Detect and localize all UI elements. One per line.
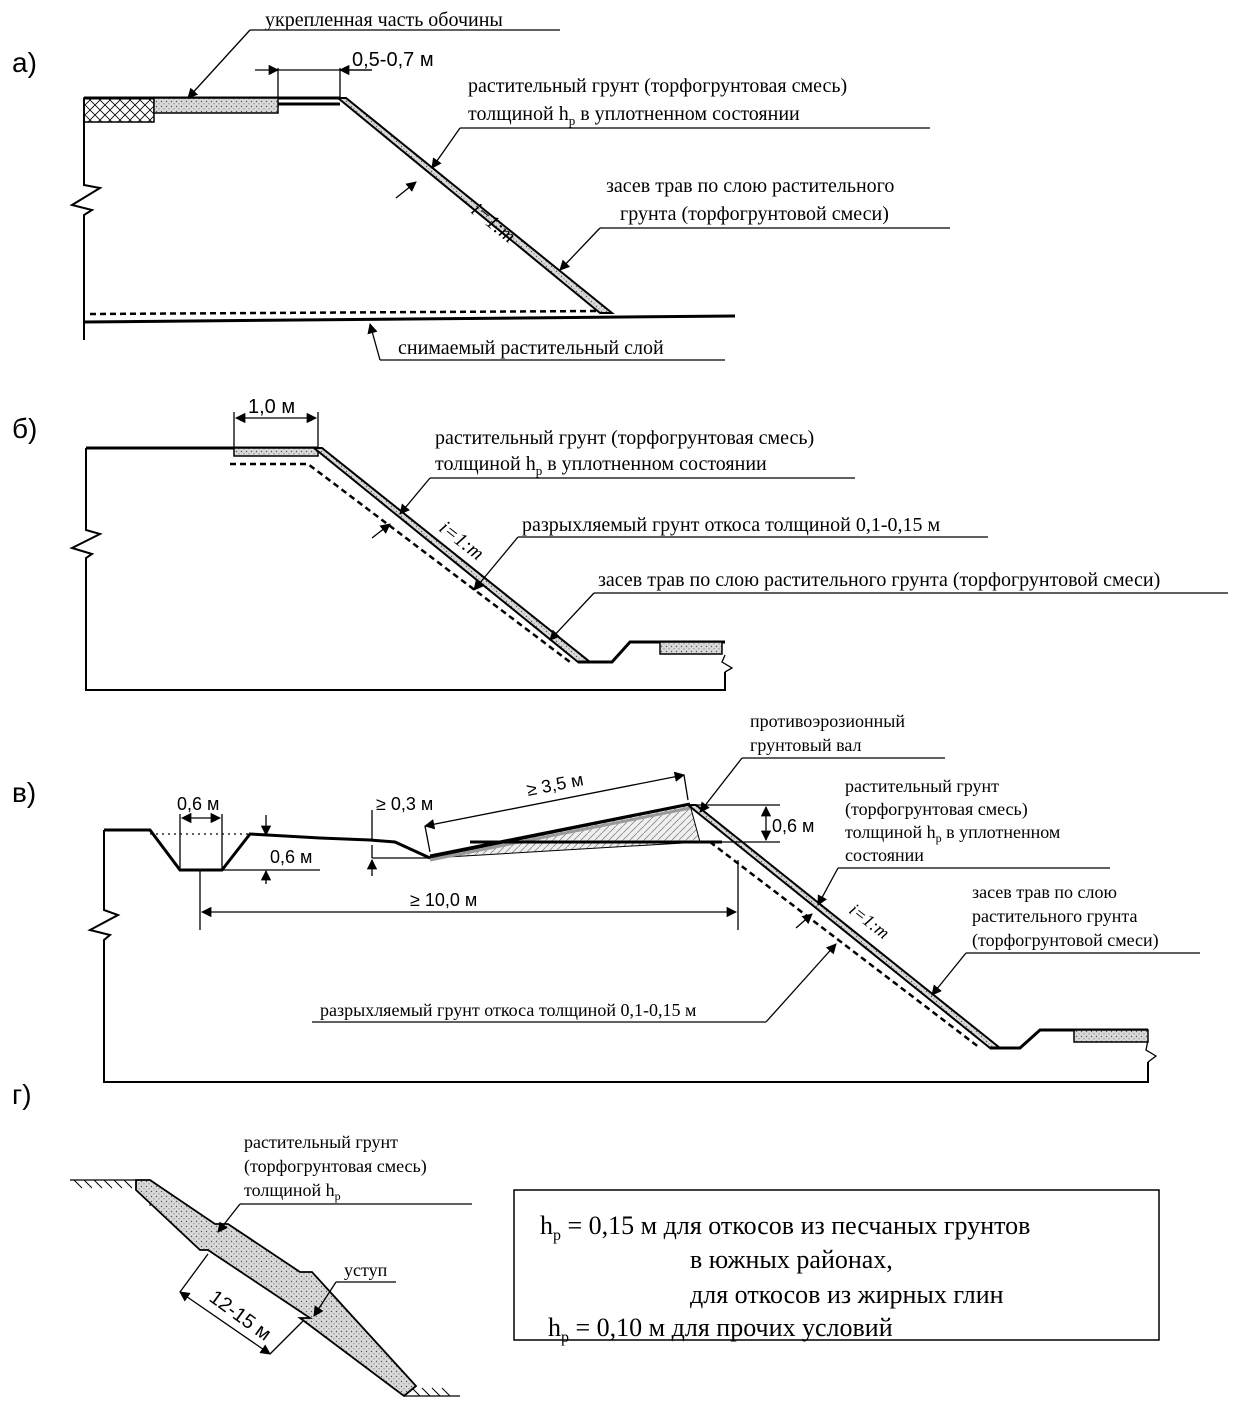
panel-c-break-right	[1145, 1039, 1158, 1063]
panel-b-loosened-leader	[473, 536, 519, 591]
panel-c-soil-label-2: (торфогрунтовая смесь)	[845, 799, 1028, 820]
panel-c-soil-label-1: растительный грунт	[845, 776, 999, 796]
panel-b-berm-soil	[233, 447, 319, 457]
panel-b-slope-soil-layer	[311, 447, 593, 663]
panel-d-soil-leader	[217, 1203, 241, 1233]
panel-c-label: в)	[12, 777, 36, 808]
panel-c-bank-height-label: 0,6 м	[772, 816, 814, 836]
panel-d-soil-label-1: растительный грунт	[244, 1132, 398, 1152]
panel-a-soil-label-1: растительный грунт (торфогрунтовая смесь…	[468, 75, 847, 97]
panel-d-label: г)	[12, 1079, 32, 1110]
panel-b-toe-ditch	[578, 640, 658, 664]
panel-b-break-right	[721, 654, 734, 673]
panel-a: а) укрепленная часть обочины 0,5-0,7 м р…	[12, 9, 950, 361]
panel-d-step-dim-ext-r	[269, 1319, 305, 1355]
panel-c-ditch-depth-label: 0,6 м	[270, 847, 312, 867]
panel-d-step-leader	[313, 1281, 337, 1317]
panel-c-bank-length-ext-l	[424, 825, 431, 853]
panel-a-seed-leader	[559, 227, 601, 271]
panel-a-seed-label-1: засев трав по слою растительного	[606, 175, 894, 197]
panel-c-bank-length-ext-r	[683, 774, 689, 801]
panel-c-loosened-label: разрыхляемый грунт откоса толщиной 0,1-0…	[320, 1000, 696, 1020]
panel-a-seed-label-2: грунта (торфогрунтовой смеси)	[620, 203, 889, 225]
panel-a-slope-soil-layer	[335, 97, 615, 314]
legend-line-4: hр = 0,10 м для прочих условий	[548, 1313, 893, 1346]
panel-c-bank-label-1: противоэрозионный	[750, 711, 905, 731]
panel-b-seed-label: засев трав по слою растительного грунта …	[598, 569, 1160, 591]
panel-d-step-label: уступ	[344, 1260, 388, 1280]
panel-c-loosened-layer	[709, 841, 981, 1049]
panel-b-label: б)	[12, 413, 37, 444]
panel-c-seed-label-1: засев трав по слою	[972, 882, 1117, 902]
panel-c-bank-length-dim	[423, 771, 686, 830]
panel-b-seed-leader	[549, 592, 595, 641]
panel-c-soil-label-3: толщиной hр в уплотненном	[845, 822, 1060, 845]
panel-a-break-line	[69, 98, 103, 340]
panel-b-soil-leader	[399, 477, 431, 515]
panel-a-removed-layer	[89, 309, 601, 316]
panel-d-soil-layer-stepped	[135, 1179, 418, 1398]
panel-c: в) 0,6 м 0,6 м ≥ 0,3 м	[12, 711, 1200, 1083]
panel-a-removed-leader	[367, 322, 381, 361]
panel-d-hatch-top	[73, 1179, 133, 1189]
panel-b-width-label: 1,0 м	[248, 396, 295, 418]
panel-c-shoulder-strip	[1073, 1029, 1149, 1043]
panel-b-soil-label-2: толщиной hр в уплотненном состоянии	[435, 453, 767, 478]
panel-c-top-surface	[104, 828, 431, 872]
panel-b-shoulder-strip	[659, 641, 723, 655]
panel-b-outline	[69, 448, 726, 691]
legend-frame	[513, 1189, 1160, 1341]
panel-c-bank-leader	[699, 757, 743, 813]
panel-c-seed-label-2: растительного грунта	[972, 906, 1137, 926]
panel-c-bank-label-2: грунтовый вал	[750, 735, 862, 755]
panel-d-soil-label-3: толщиной hр	[244, 1180, 341, 1203]
panel-c-ditch-width-label: 0,6 м	[177, 794, 219, 814]
panel-c-total-length-label: ≥ 10,0 м	[410, 890, 477, 910]
panel-a-shoulder-label: укрепленная часть обочины	[265, 9, 503, 31]
panel-d-hatch-bottom	[411, 1387, 451, 1397]
panel-a-removed-label: снимаемый растительный слой	[398, 337, 664, 359]
hp-legend-box: hр = 0,15 м для откосов из песчаных грун…	[513, 1189, 1160, 1346]
panel-a-soil-leader	[431, 127, 461, 169]
legend-line-1: hр = 0,15 м для откосов из песчаных грун…	[540, 1211, 1030, 1244]
panel-b-loosened-label: разрыхляемый грунт откоса толщиной 0,1-0…	[522, 514, 940, 536]
panel-a-label: а)	[12, 47, 37, 78]
panel-c-seed-leader	[931, 952, 967, 996]
panel-c-soil-label-4: состоянии	[845, 845, 924, 865]
panel-b-thickness-arrow	[371, 523, 391, 539]
panel-b-soil-label-1: растительный грунт (торфогрунтовая смесь…	[435, 427, 814, 449]
panel-c-thickness-arrow	[795, 913, 813, 929]
panel-a-thickness-arrow	[395, 181, 417, 199]
panel-d-step-dim-ext-l	[179, 1253, 209, 1293]
panel-a-ground-line	[83, 314, 736, 324]
panel-a-shoulder-leader	[187, 29, 251, 99]
panel-c-outline	[87, 830, 1149, 1083]
panel-d: г) 12-15 м	[12, 1079, 472, 1398]
panel-d-soil-label-2: (торфогрунтовая смесь)	[244, 1156, 427, 1177]
legend-line-3: для откосов из жирных глин	[690, 1280, 1004, 1309]
panel-a-pavement	[83, 97, 155, 123]
panel-c-seed-label-3: (торфогрунтовой смеси)	[972, 930, 1159, 951]
panel-c-soil-leader	[817, 867, 839, 906]
panel-a-reinforced-shoulder	[153, 97, 279, 114]
panel-a-soil-label-2: толщиной hр в уплотненном состоянии	[468, 103, 800, 128]
panel-b-loosened-layer	[230, 462, 571, 663]
panel-b: б) 1,0 м растительный грунт (торфогрунто…	[12, 396, 1228, 691]
panel-c-bank-length-label: ≥ 3,5 м	[525, 769, 585, 800]
panel-d-step-spacing-dim	[179, 1291, 271, 1355]
panel-c-min-height-label: ≥ 0,3 м	[376, 794, 433, 814]
panel-a-width-label: 0,5-0,7 м	[352, 49, 434, 71]
panel-c-loosened-leader	[765, 943, 837, 1023]
legend-line-2: в южных районах,	[690, 1245, 893, 1274]
panel-b-slope-label: i=1:m	[435, 517, 488, 565]
